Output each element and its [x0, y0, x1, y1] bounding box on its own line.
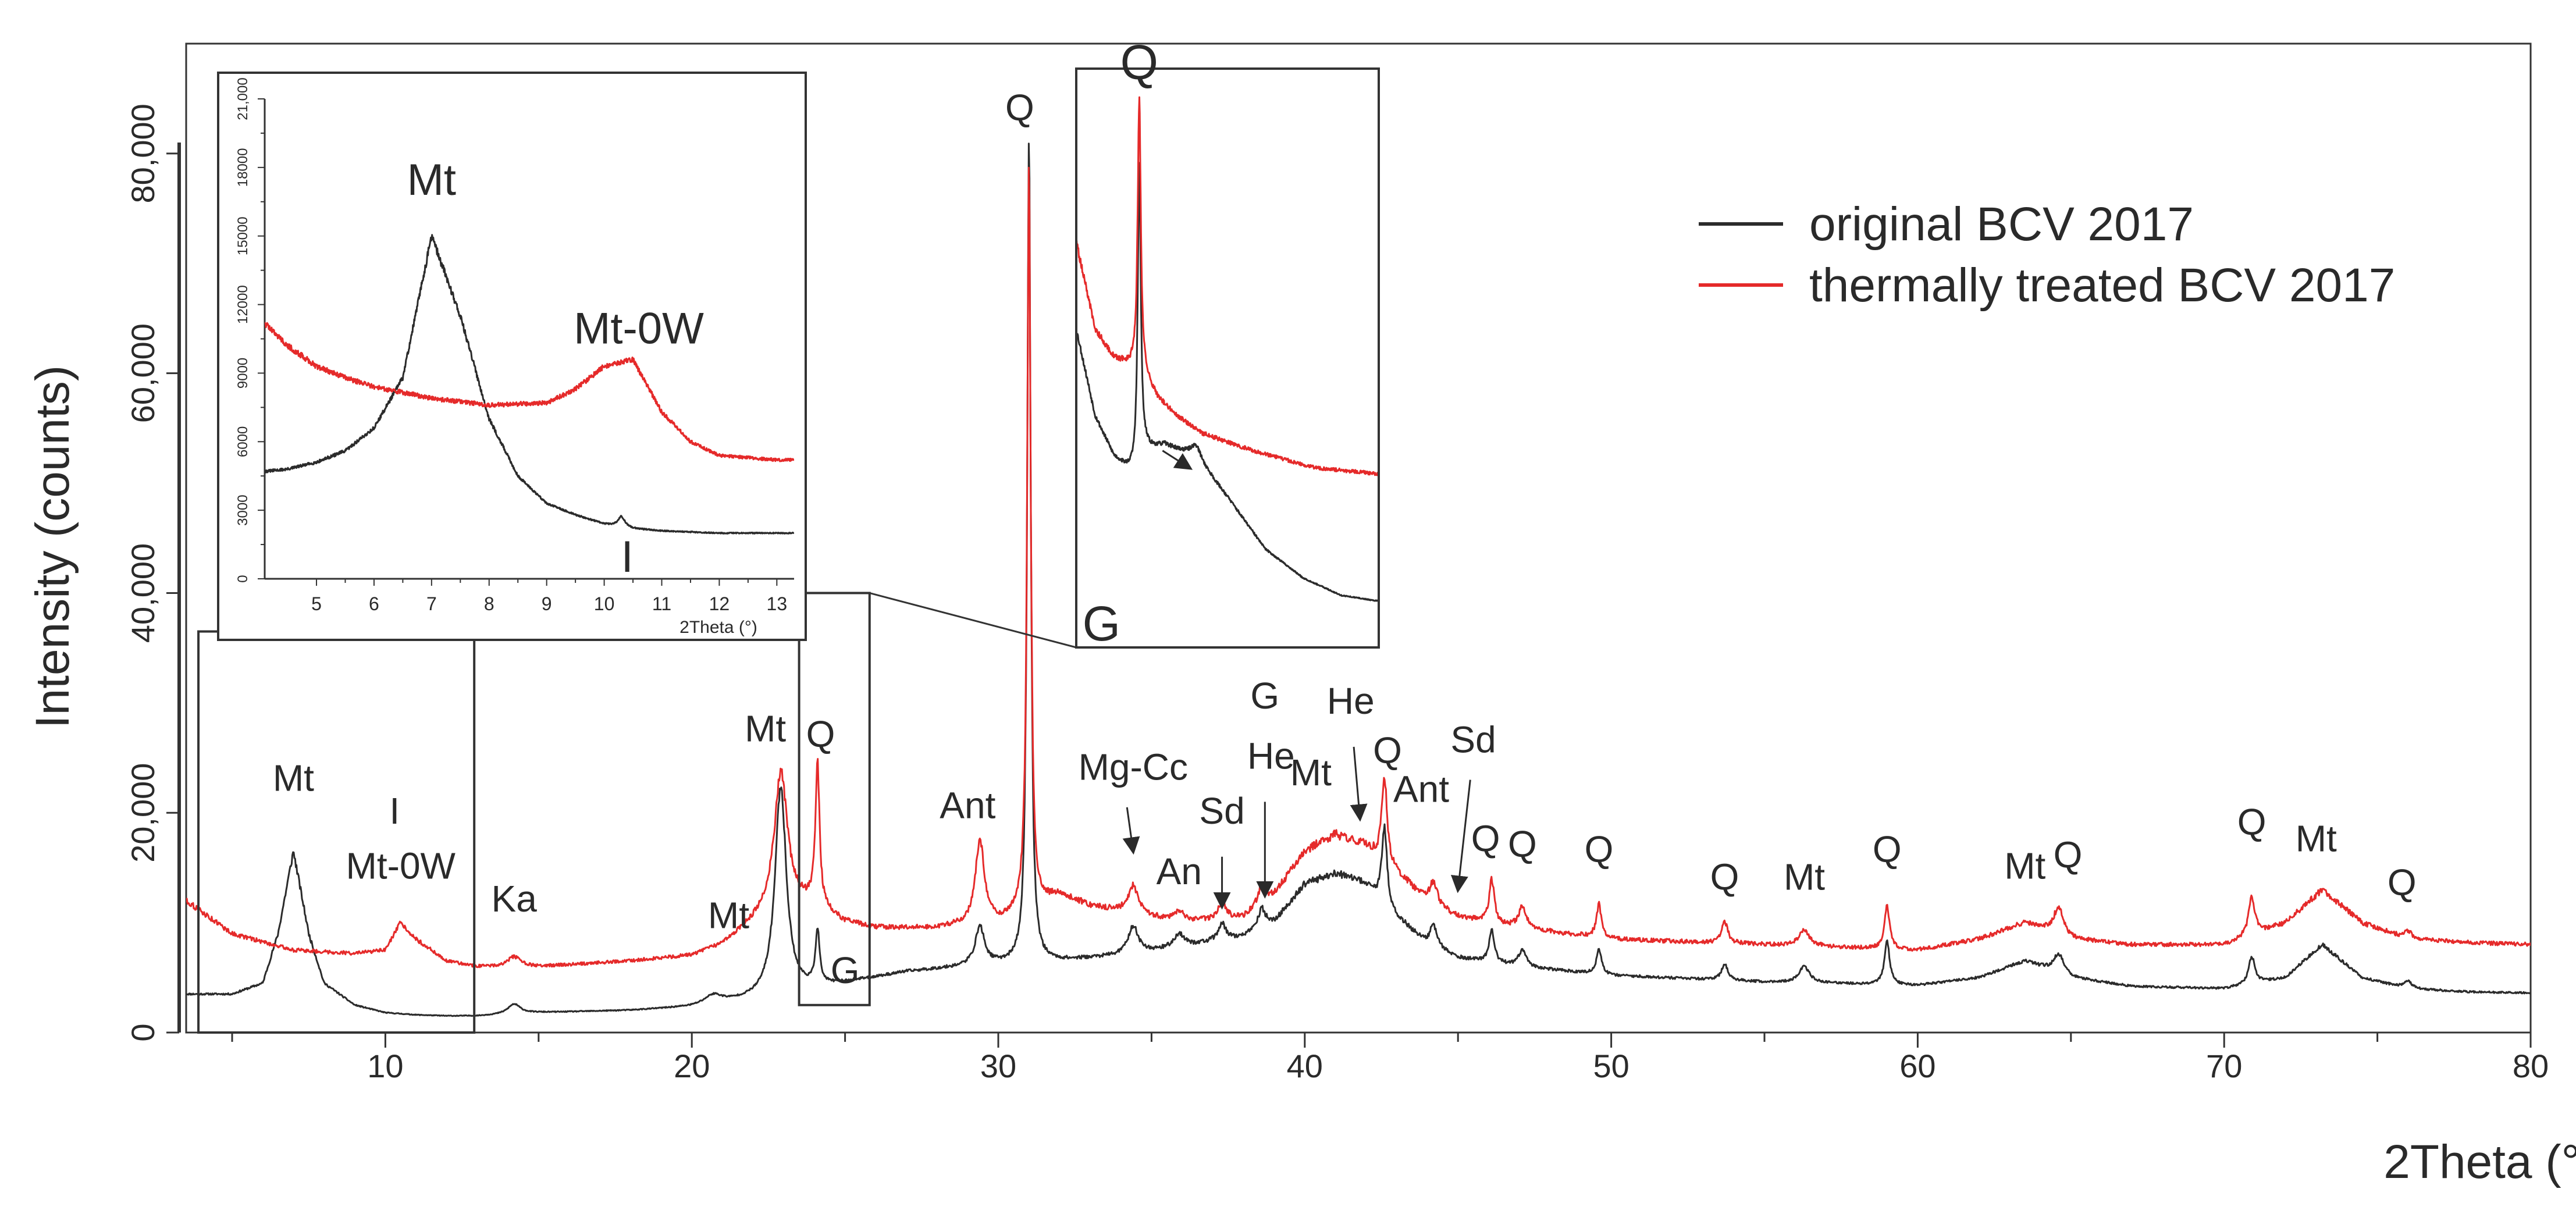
inset-left-thermal-line	[265, 322, 794, 462]
legend-label: original BCV 2017	[1809, 198, 2194, 251]
series-thermal-line	[186, 166, 2531, 969]
peak-label: Ant	[940, 785, 995, 827]
peak-label: Mt	[708, 895, 749, 937]
peak-label: Ant	[1393, 768, 1449, 810]
y-tick-label: 0	[124, 1023, 161, 1041]
inset-left-x-tick-label: 7	[426, 593, 437, 614]
inset-left-y-tick-label: 9000	[235, 358, 251, 389]
inset-left-x-tick-label: 10	[594, 593, 615, 614]
zoom-box-right	[798, 592, 871, 1006]
y-tick-label: 20,000	[124, 763, 161, 863]
series-original-line	[186, 143, 2531, 1017]
peak-label: He	[1327, 680, 1375, 722]
inset-left-y-tick-label: 15000	[235, 216, 251, 255]
peak-label: Q	[2054, 834, 2083, 876]
y-tick-label: 80,000	[124, 104, 161, 203]
peak-label: Mt	[273, 757, 314, 799]
inset-left-y-tick-label: 21,000	[235, 77, 251, 120]
inset-left-peak-label: Mt	[407, 155, 456, 205]
inset-left-x-tick-label: 9	[542, 593, 552, 614]
peak-label: Q	[2237, 801, 2267, 843]
inset-left-x-tick-label: 11	[652, 593, 671, 614]
peak-label: Mt	[2296, 817, 2337, 859]
inset-left-peak-label: I	[621, 532, 634, 582]
inset-left-y-tick-label: 12000	[235, 285, 251, 324]
inset-right-thermal-line	[1077, 96, 1378, 476]
x-axis-title: 2Theta (°)	[2383, 1135, 2576, 1188]
peak-label: Mt-0W	[346, 845, 456, 887]
inset-left-y-tick-label: 6000	[235, 426, 251, 457]
annotation-arrow	[1122, 807, 1140, 855]
peak-label: Mt	[1784, 856, 1825, 898]
y-axis-title: Intensity (counts)	[26, 365, 79, 728]
x-tick-label: 10	[367, 1048, 403, 1084]
peak-label: Mt	[1290, 752, 1332, 793]
inset-left-x-tick-label: 13	[767, 593, 788, 614]
peak-label: Q	[1373, 729, 1402, 771]
peak-label: Ka	[492, 878, 538, 920]
inset-right-original-line	[1077, 162, 1378, 602]
inset-left-x-tick-label: 5	[311, 593, 322, 614]
peak-label: Q	[2388, 862, 2417, 903]
inset-left-x-tick-label: 8	[484, 593, 494, 614]
peak-label: Q	[1471, 817, 1500, 859]
inset-left-y-tick-label: 3000	[235, 494, 251, 525]
y-tick-label: 60,000	[124, 323, 161, 423]
x-tick-label: 40	[1287, 1048, 1323, 1084]
inset-left-y-tick-label: 0	[235, 575, 251, 582]
inset-left-frame	[217, 72, 807, 641]
y-tick-label: 40,000	[124, 543, 161, 643]
peak-label: Sd	[1450, 718, 1496, 760]
inset-left-x-tick-label: 6	[369, 593, 379, 614]
legend-label: thermally treated BCV 2017	[1809, 259, 2395, 312]
peak-label: He	[1247, 735, 1295, 777]
inset-left-x-tick-label: 12	[709, 593, 730, 614]
zoom-connector-right	[869, 592, 1077, 649]
inset-right-peak-label: G	[1083, 596, 1120, 651]
peak-label: Q	[1873, 828, 1902, 870]
peak-label: Q	[806, 713, 835, 755]
inset-left-y-tick-label: 18000	[235, 148, 251, 187]
inset-right-arrow	[1162, 450, 1193, 470]
inset-left-original-line	[265, 234, 794, 535]
inset-right-peak-label: Q	[1120, 35, 1158, 90]
annotation-arrow	[1450, 779, 1471, 893]
peak-label: Q	[1005, 87, 1034, 129]
x-tick-label: 60	[1899, 1048, 1935, 1084]
inset-left-x-title: 2Theta (°)	[679, 618, 757, 637]
peak-label: Sd	[1199, 790, 1244, 832]
peak-label: Mt	[745, 707, 786, 749]
peak-label: Q	[1710, 856, 1739, 898]
x-tick-label: 20	[674, 1048, 710, 1084]
peak-label: An	[1157, 850, 1202, 892]
x-tick-label: 30	[980, 1048, 1016, 1084]
x-tick-label: 50	[1593, 1048, 1629, 1084]
peak-label: Mg-Cc	[1079, 746, 1188, 788]
peak-label: Q	[1508, 823, 1537, 865]
peak-label: G	[831, 949, 860, 991]
peak-label: Mt	[2004, 845, 2045, 887]
annotation-arrow	[1350, 746, 1368, 822]
peak-label: Q	[1585, 828, 1614, 870]
x-tick-label: 80	[2513, 1048, 2549, 1084]
peak-label: G	[1250, 675, 1279, 717]
inset-left-peak-label: Mt-0W	[574, 304, 704, 353]
peak-label: I	[389, 790, 400, 832]
x-tick-label: 70	[2206, 1048, 2242, 1084]
